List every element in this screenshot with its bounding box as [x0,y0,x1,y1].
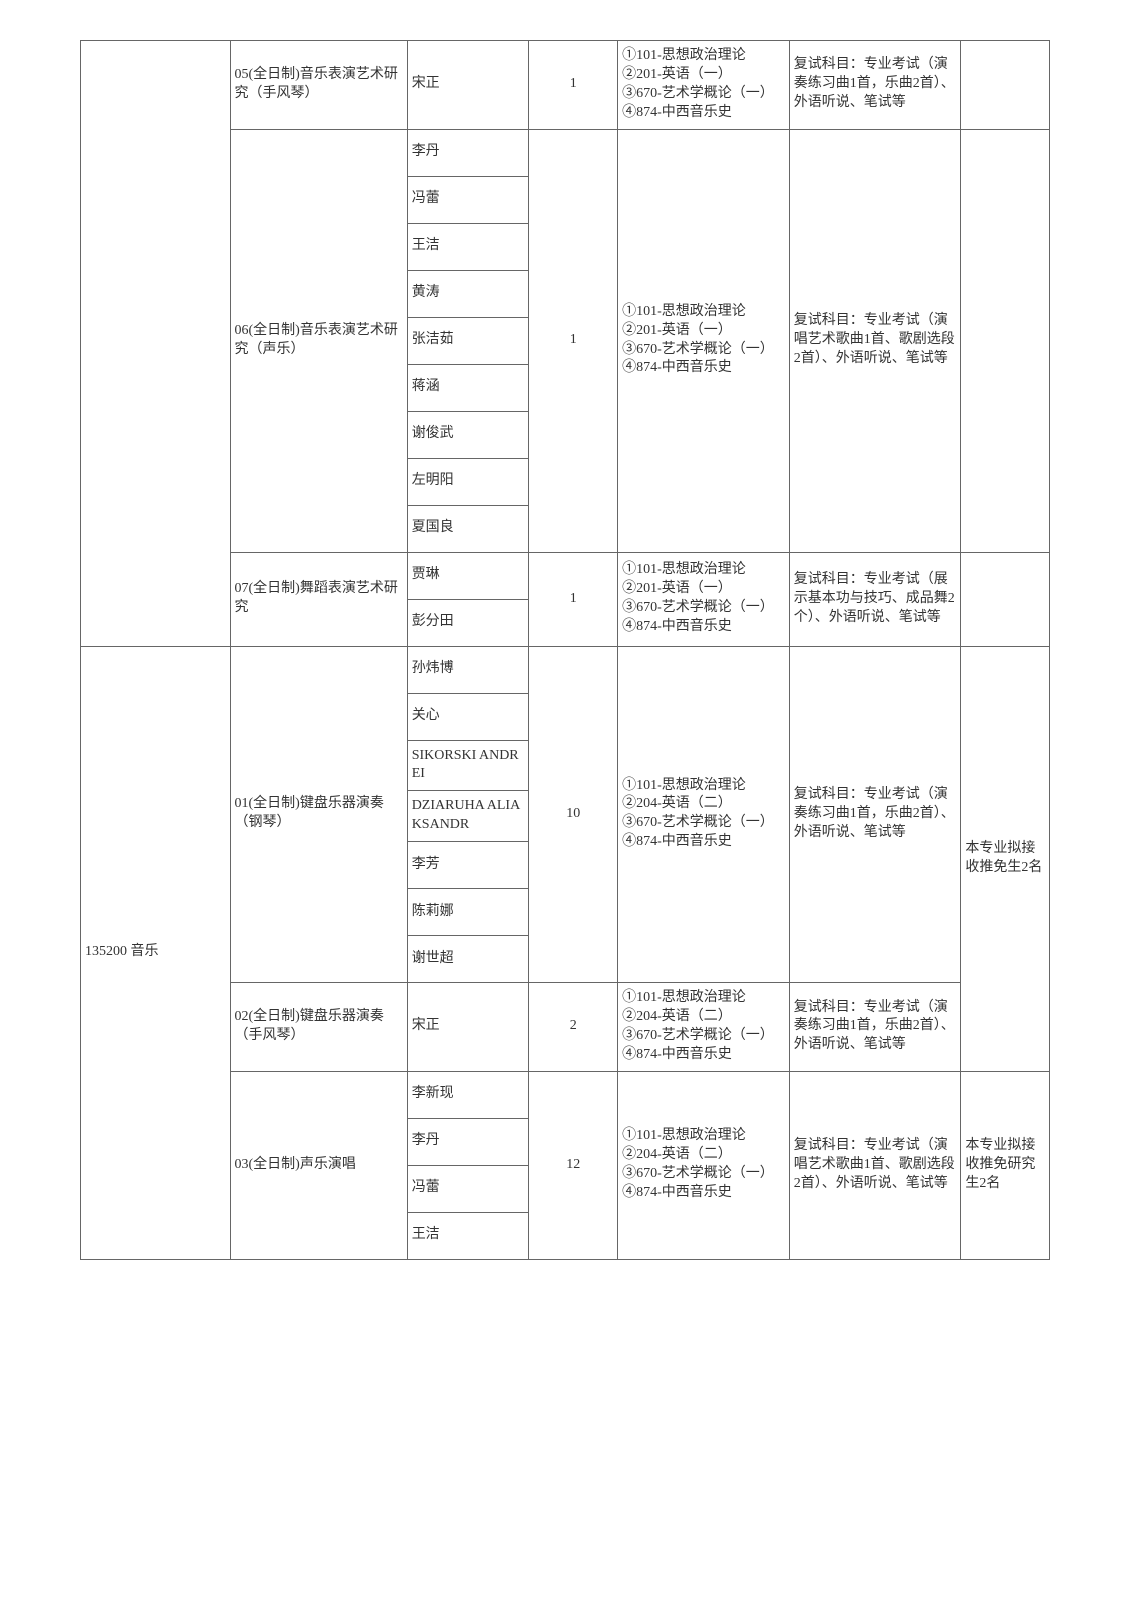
retest-cell: 复试科目：专业考试（演唱艺术歌曲1首、歌剧选段2首）、外语听说、笔试等 [789,129,961,552]
retest-cell: 复试科目：专业考试（演奏练习曲1首，乐曲2首）、外语听说、笔试等 [789,983,961,1072]
notes-cell [961,129,1050,552]
teacher-cell: 谢世超 [407,936,529,983]
teacher-cell: SIKORSKI ANDREI [407,740,529,791]
direction-cell: 03(全日制)声乐演唱 [230,1071,407,1259]
count-cell: 10 [529,646,618,983]
teacher-cell: 李新现 [407,1071,529,1118]
direction-cell: 05(全日制)音乐表演艺术研究（手风琴） [230,41,407,130]
code-cell-empty [81,41,231,647]
code-cell: 135200 音乐 [81,646,231,1259]
teacher-cell: 李丹 [407,129,529,176]
teacher-cell: 谢俊武 [407,411,529,458]
teacher-cell: 关心 [407,693,529,740]
teacher-cell: 黄涛 [407,270,529,317]
program-table: 05(全日制)音乐表演艺术研究（手风琴）宋正1①101-思想政治理论②201-英… [80,40,1050,1260]
teacher-cell: 贾琳 [407,552,529,599]
retest-cell: 复试科目：专业考试（演唱艺术歌曲1首、歌剧选段2首）、外语听说、笔试等 [789,1071,961,1259]
direction-cell: 02(全日制)键盘乐器演奏（手风琴） [230,983,407,1072]
direction-cell: 01(全日制)键盘乐器演奏（钢琴） [230,646,407,983]
notes-cell [961,552,1050,646]
teacher-cell: 张洁茹 [407,317,529,364]
subjects-cell: ①101-思想政治理论②201-英语（一）③670-艺术学概论（一）④874-中… [618,129,790,552]
teacher-cell: 孙炜博 [407,646,529,693]
teacher-cell: 宋正 [407,41,529,130]
count-cell: 1 [529,41,618,130]
subjects-cell: ①101-思想政治理论②204-英语（二）③670-艺术学概论（一）④874-中… [618,983,790,1072]
direction-cell: 07(全日制)舞蹈表演艺术研究 [230,552,407,646]
count-cell: 12 [529,1071,618,1259]
direction-cell: 06(全日制)音乐表演艺术研究（声乐） [230,129,407,552]
teacher-cell: 夏国良 [407,505,529,552]
subjects-cell: ①101-思想政治理论②201-英语（一）③670-艺术学概论（一）④874-中… [618,41,790,130]
teacher-cell: 陈莉娜 [407,889,529,936]
retest-cell: 复试科目：专业考试（演奏练习曲1首，乐曲2首）、外语听说、笔试等 [789,646,961,983]
teacher-cell: 冯蕾 [407,176,529,223]
count-cell: 1 [529,129,618,552]
teacher-cell: 蒋涵 [407,364,529,411]
notes-cell: 本专业拟接收推免研究生2名 [961,1071,1050,1259]
subjects-cell: ①101-思想政治理论②201-英语（一）③670-艺术学概论（一）④874-中… [618,552,790,646]
retest-cell: 复试科目：专业考试（演奏练习曲1首，乐曲2首）、外语听说、笔试等 [789,41,961,130]
notes-cell: 本专业拟接收推免生2名 [961,646,1050,1071]
teacher-cell: DZIARUHA ALIAKSANDR [407,791,529,842]
teacher-cell: 李丹 [407,1118,529,1165]
teacher-cell: 王洁 [407,1212,529,1259]
notes-cell [961,41,1050,130]
count-cell: 2 [529,983,618,1072]
teacher-cell: 冯蕾 [407,1165,529,1212]
retest-cell: 复试科目：专业考试（展示基本功与技巧、成品舞2个）、外语听说、笔试等 [789,552,961,646]
teacher-cell: 王洁 [407,223,529,270]
subjects-cell: ①101-思想政治理论②204-英语（二）③670-艺术学概论（一）④874-中… [618,646,790,983]
teacher-cell: 左明阳 [407,458,529,505]
teacher-cell: 李芳 [407,842,529,889]
subjects-cell: ①101-思想政治理论②204-英语（二）③670-艺术学概论（一）④874-中… [618,1071,790,1259]
teacher-cell: 彭分田 [407,599,529,646]
teacher-cell: 宋正 [407,983,529,1072]
count-cell: 1 [529,552,618,646]
